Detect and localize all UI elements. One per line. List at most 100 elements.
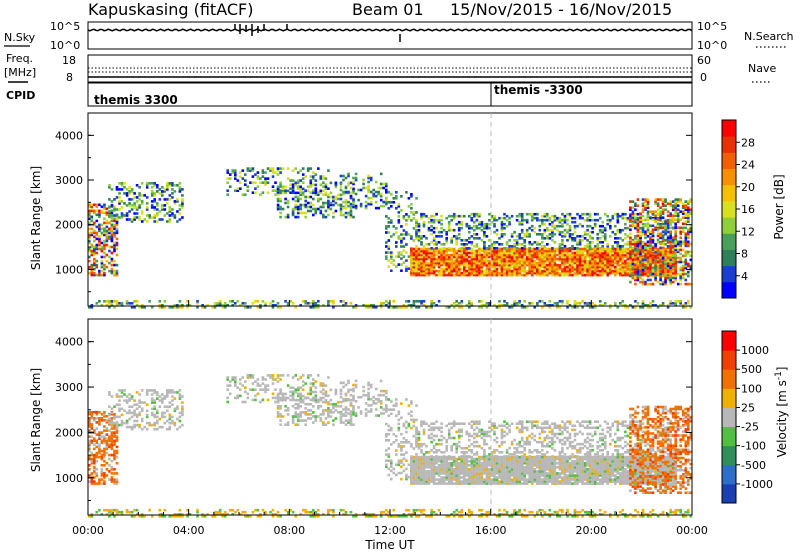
power-echo [310,302,313,305]
power-echo [128,302,131,305]
power-echo [116,264,119,267]
power-echo [516,302,519,305]
power-echo [93,236,96,239]
velocity-echo [242,384,245,387]
power-echo [674,267,677,270]
velocity-echo [312,411,315,414]
power-echo [443,243,446,246]
power-echo [169,218,172,221]
power-echo [398,203,401,206]
power-echo [340,186,343,189]
power-echo [108,228,111,231]
velocity-echo [146,414,149,417]
power-echo [284,190,287,193]
velocity-echo [91,440,94,443]
velocity-echo [138,424,141,427]
velocity-echo [249,374,252,377]
velocity-echo [327,376,330,379]
colorbar-segment [722,152,736,169]
power-echo [471,227,474,230]
velocity-echo [340,405,343,408]
power-echo [526,270,529,273]
power-echo [347,173,350,176]
power-echo [508,248,511,251]
power-echo [340,198,343,201]
power-echo [385,241,388,244]
velocity-echo [146,403,149,406]
power-echo [247,167,250,170]
power-echo [101,228,104,231]
power-echo [96,260,99,263]
power-echo [534,217,537,220]
power-echo [541,233,544,236]
power-echo [534,227,537,230]
power-echo [181,194,184,197]
power-echo [118,208,121,211]
power-echo [337,194,340,197]
power-echo [360,203,363,206]
velocity-echo [111,408,114,411]
power-echo [274,171,277,174]
velocity-echo [277,393,280,396]
power-echo [239,181,242,184]
power-echo [279,198,282,201]
power-echo [629,218,632,221]
power-echo [526,229,529,232]
power-echo [91,216,94,219]
velocity-echo [108,444,111,447]
power-echo [471,235,474,238]
power-echo [430,233,433,236]
power-echo [302,204,305,207]
power-echo [657,239,660,242]
power-echo [91,264,94,267]
power-echo [667,210,670,213]
power-echo [481,300,484,303]
power-echo [599,250,602,253]
velocity-echo [234,376,237,379]
velocity-echo [360,396,363,399]
power-echo [126,300,129,303]
power-echo [108,250,111,253]
power-echo [342,201,345,204]
power-echo [601,245,604,248]
velocity-echo [166,428,169,431]
power-echo [652,300,655,303]
power-echo [549,237,552,240]
power-echo [171,182,174,185]
power-echo [279,192,282,195]
power-echo [654,245,657,248]
power-echo [98,270,101,273]
power-echo [664,243,667,246]
power-echo [116,254,119,257]
power-echo [551,215,554,218]
velocity-echo [380,400,383,403]
power-echo [141,182,144,185]
power-echo [476,233,479,236]
power-echo [669,227,672,230]
power-echo [133,196,136,199]
power-echo [476,237,479,240]
power-echo [662,275,665,278]
power-echo [649,237,652,240]
power-echo [599,241,602,244]
power-echo [345,216,348,219]
velocity-echo [93,480,96,483]
power-echo [239,171,242,174]
power-echo [277,302,280,305]
power-echo [390,251,393,254]
power-echo [471,302,474,305]
power-echo [420,241,423,244]
power-echo [669,251,672,254]
power-echo [647,271,650,274]
power-echo [418,235,421,238]
power-echo [549,217,552,220]
power-echo [121,302,124,305]
power-echo [277,194,280,197]
velocity-echo [277,401,280,404]
velocity-echo [352,423,355,426]
power-echo [342,179,345,182]
power-echo [342,300,345,303]
power-echo [526,219,529,222]
power-echo [674,223,677,226]
power-echo [113,242,116,245]
